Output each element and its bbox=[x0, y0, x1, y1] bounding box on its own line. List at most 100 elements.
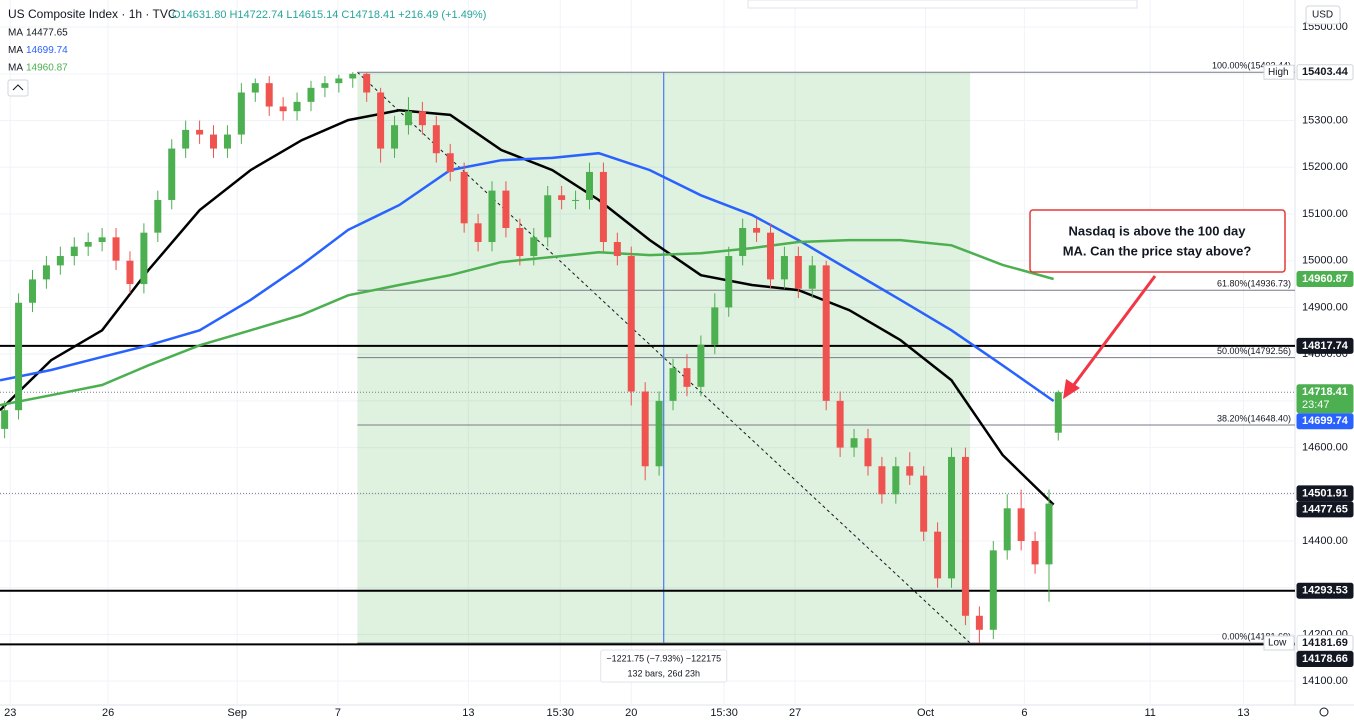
price-tag bbox=[1296, 501, 1354, 518]
candle-body bbox=[906, 466, 914, 476]
candle-body bbox=[391, 125, 399, 149]
y-tick-label: 14100.00 bbox=[1302, 675, 1348, 687]
price-tag bbox=[1296, 64, 1354, 81]
x-tick-label: Sep bbox=[227, 707, 247, 719]
fib-label: 0.00%(14181.69) bbox=[1222, 631, 1291, 641]
y-tick-label: 15100.00 bbox=[1302, 208, 1348, 220]
candle-body bbox=[432, 125, 440, 154]
candle-body bbox=[321, 83, 329, 88]
candle-body bbox=[878, 466, 886, 495]
candle-body bbox=[335, 78, 343, 84]
currency: USD bbox=[1312, 10, 1333, 21]
overlay: 15500.0015400.0015300.0015200.0015100.00… bbox=[4, 21, 1354, 719]
candle-body bbox=[822, 265, 830, 401]
candle-body bbox=[753, 227, 761, 233]
currency-button[interactable] bbox=[1305, 5, 1341, 25]
x-tick-label: 27 bbox=[789, 707, 801, 719]
side-tag bbox=[1263, 635, 1295, 651]
marks bbox=[0, 72, 1062, 644]
legend-value: 14477.65 bbox=[26, 28, 68, 39]
candle-body bbox=[1054, 392, 1062, 433]
candle-body bbox=[210, 134, 218, 149]
candle-body bbox=[1003, 508, 1011, 551]
price-tag-label: 15403.44 bbox=[1302, 66, 1349, 78]
moving-average bbox=[0, 238, 1054, 407]
toolbar bbox=[747, 0, 1138, 9]
candle-body bbox=[934, 531, 942, 579]
candle-body bbox=[544, 195, 552, 238]
candle-body bbox=[711, 307, 719, 345]
candle-body bbox=[293, 101, 301, 112]
x-tick-label: 11 bbox=[1144, 707, 1155, 719]
side-tag bbox=[1263, 64, 1295, 80]
legend-name: MA bbox=[8, 45, 23, 56]
candle-body bbox=[126, 260, 134, 285]
candle-body bbox=[920, 475, 928, 532]
candle-body bbox=[418, 111, 426, 126]
price-tag bbox=[1296, 270, 1354, 287]
candle-body bbox=[989, 550, 997, 630]
price-tag-label: 14178.66 bbox=[1302, 653, 1348, 665]
candle-body bbox=[279, 106, 287, 112]
candle-body bbox=[404, 111, 412, 126]
candle-body bbox=[307, 87, 315, 102]
candle-body bbox=[168, 148, 176, 200]
candle-body bbox=[975, 615, 983, 630]
candle-body bbox=[864, 438, 872, 467]
candle-body bbox=[237, 92, 245, 135]
candle-body bbox=[948, 456, 956, 579]
y-tick-label: 14600.00 bbox=[1302, 441, 1348, 453]
candle-body bbox=[488, 190, 496, 243]
candle-body bbox=[154, 199, 162, 233]
y-tick-label: 14400.00 bbox=[1302, 535, 1348, 547]
price-tag bbox=[1296, 485, 1354, 502]
price-tag-label: 14699.74 bbox=[1302, 415, 1349, 427]
candle-body bbox=[669, 368, 677, 401]
candle-body bbox=[140, 232, 148, 285]
candle-body bbox=[84, 242, 92, 247]
price-tag-label: 14293.53 bbox=[1302, 585, 1348, 597]
moving-average bbox=[0, 151, 1055, 403]
x-tick-label: 7 bbox=[335, 707, 341, 719]
chart-title: US Composite Index · 1h · TVC bbox=[8, 7, 177, 21]
candle-body bbox=[767, 232, 775, 280]
candle-body bbox=[697, 344, 705, 387]
annotation-arrowhead bbox=[1063, 379, 1080, 399]
candle-body bbox=[15, 302, 23, 411]
candle-body bbox=[474, 223, 482, 243]
candle-body bbox=[112, 237, 120, 261]
candle-body bbox=[196, 129, 204, 135]
legend-name: MA bbox=[8, 63, 23, 74]
candle-body bbox=[70, 246, 78, 257]
price-tag bbox=[1296, 337, 1354, 354]
collapse-button[interactable] bbox=[7, 79, 29, 97]
x-tick-label: 6 bbox=[1021, 707, 1027, 719]
price-tag-label: 14181.69 bbox=[1302, 637, 1348, 649]
price-tag bbox=[1296, 384, 1354, 414]
x-tick-label: 13 bbox=[1237, 707, 1249, 719]
candle-body bbox=[641, 391, 649, 467]
candle-body bbox=[56, 256, 64, 266]
candle-body bbox=[251, 83, 259, 93]
candle-body bbox=[780, 256, 788, 280]
candle-body bbox=[892, 466, 900, 495]
annotation-text: MA. Can the price stay above? bbox=[1063, 243, 1252, 258]
fib-label: 38.20%(14648.40) bbox=[1217, 413, 1291, 423]
side-tag-label: High bbox=[1268, 67, 1289, 78]
x-tick-label: 15:30 bbox=[710, 707, 738, 719]
annotation-box bbox=[1029, 209, 1286, 273]
settings-icon[interactable] bbox=[1319, 707, 1329, 717]
candle-body bbox=[961, 456, 969, 616]
candle-body bbox=[808, 265, 816, 289]
measure-label-box bbox=[600, 649, 728, 683]
candle-body bbox=[377, 92, 385, 149]
candle-body bbox=[1045, 503, 1053, 565]
x-tick-label: Oct bbox=[917, 707, 934, 719]
candle-body bbox=[850, 438, 858, 448]
candle-body bbox=[725, 256, 733, 308]
candle-body bbox=[182, 129, 190, 149]
fib-label: 61.80%(14936.73) bbox=[1217, 279, 1291, 289]
y-tick-label: 15000.00 bbox=[1302, 255, 1348, 267]
y-tick-label: 14900.00 bbox=[1302, 301, 1348, 313]
candle-body bbox=[265, 83, 273, 107]
